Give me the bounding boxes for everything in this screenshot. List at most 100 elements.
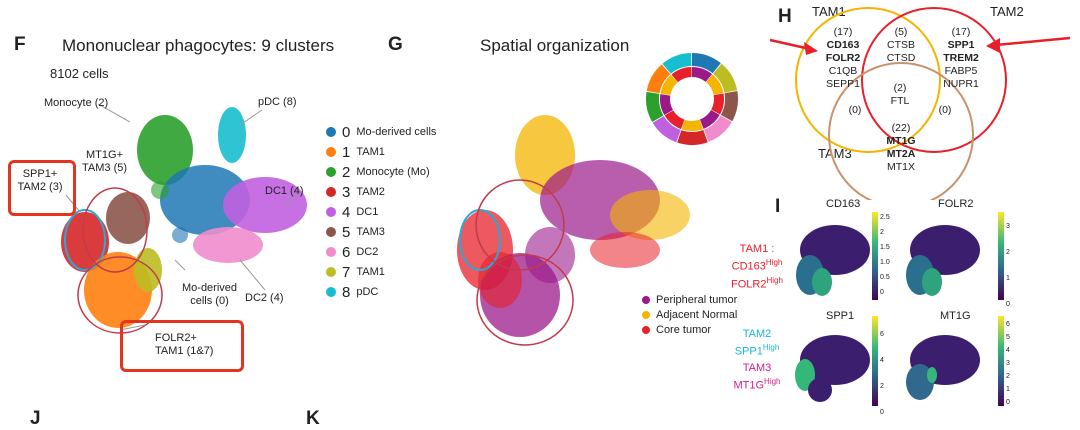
cluster-4-dc1 bbox=[223, 177, 307, 233]
scale-spp1: 6 4 2 0 bbox=[880, 322, 884, 426]
scale-tick: 4 bbox=[880, 357, 884, 364]
tam2-gene1: SPP1 bbox=[734, 345, 763, 358]
venn-gene: MT1G bbox=[886, 135, 916, 147]
scale-tick: 3 bbox=[1006, 223, 1010, 230]
scale-mt1g: 6 5 4 3 2 1 0 bbox=[1006, 318, 1010, 409]
venn-gene: SEPP1 bbox=[826, 78, 860, 90]
legend-item: 5 TAM3 bbox=[326, 223, 385, 241]
venn-tam2-only: (17) SPP1 TREM2 FABP5 NUPR1 bbox=[936, 26, 986, 91]
venn-circle-tam2 bbox=[861, 7, 1007, 153]
donut-segment bbox=[662, 53, 692, 74]
venn-gene: FABP5 bbox=[944, 65, 978, 77]
scale-tick: 1.5 bbox=[880, 244, 890, 251]
legend-dot bbox=[326, 227, 336, 237]
venn-gene: TREM2 bbox=[943, 52, 979, 64]
legend-item: 4 DC1 bbox=[326, 203, 378, 221]
venn-count: (17) bbox=[951, 26, 971, 38]
scale-tick: 5 bbox=[1006, 334, 1010, 341]
legend-label: TAM2 bbox=[356, 186, 385, 198]
venn-count: (22) bbox=[891, 122, 911, 134]
donut-segment bbox=[711, 93, 724, 115]
venn-gene: MT2A bbox=[886, 148, 916, 160]
feature-plot-mt1g bbox=[906, 316, 1004, 406]
legend-num: 7 bbox=[342, 263, 351, 281]
donut-segment bbox=[706, 74, 724, 95]
legend-item: Core tumor bbox=[642, 322, 711, 338]
venn-tam1-only: (17) CD163 FOLR2 C1QB SEPP1 bbox=[818, 26, 868, 91]
colorbar-mt1g bbox=[998, 316, 1004, 406]
legend-dot bbox=[326, 167, 336, 177]
donut-segment bbox=[692, 53, 721, 74]
legend-label: DC2 bbox=[356, 246, 379, 258]
colorbar-spp1 bbox=[872, 316, 878, 406]
panel-f-letter: F bbox=[14, 34, 26, 55]
folr2-highlight-box bbox=[120, 320, 244, 372]
legend-num: 2 bbox=[342, 163, 351, 181]
annot-dc1: DC1 (4) bbox=[265, 185, 304, 197]
legend-num: 1 bbox=[342, 143, 351, 161]
legend-label: Monocyte (Mo) bbox=[356, 166, 430, 178]
annot-monocyte: Monocyte (2) bbox=[44, 97, 109, 109]
legend-label: Adjacent Normal bbox=[656, 309, 738, 321]
feature-title-cd163: CD163 bbox=[826, 198, 861, 210]
panel-g-umap bbox=[457, 115, 690, 346]
scale-tick: 2 bbox=[880, 383, 884, 390]
arrow-left bbox=[769, 38, 811, 51]
scale-tick: 6 bbox=[1006, 321, 1010, 328]
high-sup: High bbox=[765, 258, 783, 267]
cluster-2-monocyte bbox=[137, 115, 193, 185]
legend-label: TAM1 bbox=[356, 146, 385, 158]
annot-mt1g-line1: MT1G+ bbox=[86, 149, 123, 161]
venn-gene: CTSB bbox=[886, 39, 915, 51]
panel-g-legend: Peripheral tumor Adjacent Normal Core tu… bbox=[642, 292, 782, 352]
legend-num: 0 bbox=[342, 123, 351, 141]
scale-tick: 2 bbox=[1006, 249, 1010, 256]
annot-spp1-line2: TAM2 (3) bbox=[17, 181, 63, 193]
spatial-donut-chart bbox=[646, 53, 738, 145]
venn-label-tam2: TAM2 bbox=[990, 4, 1024, 19]
legend-dot bbox=[642, 326, 650, 334]
venn-gene: C1QB bbox=[828, 65, 858, 77]
donut-segment bbox=[671, 67, 692, 83]
panel-g-letter: G bbox=[388, 34, 403, 55]
annot-folr2: FOLR2+ TAM1 (1&7) bbox=[155, 332, 213, 358]
legend-label: Core tumor bbox=[656, 324, 712, 336]
legend-item: 3 TAM2 bbox=[326, 184, 385, 201]
scale-cd163: 2.5 2 1.5 1.0 0.5 0 bbox=[880, 210, 890, 300]
legend-dot bbox=[326, 187, 336, 197]
donut-segment bbox=[692, 67, 713, 82]
annot-spp1-line1: SPP1+ bbox=[22, 168, 58, 180]
legend-label: pDC bbox=[356, 286, 379, 298]
scale-tick: 2 bbox=[880, 229, 884, 236]
annot-mo-line1: Mo-derived bbox=[182, 282, 238, 294]
tam3-outline bbox=[82, 187, 148, 273]
legend-num: 5 bbox=[342, 223, 351, 241]
legend-item: 1 TAM1 bbox=[326, 143, 385, 161]
tam3-high-label: TAM3 MT1GHigh bbox=[728, 362, 786, 393]
scale-folr2: 3 2 1 0 bbox=[1006, 214, 1010, 318]
venn-gene: CD163 bbox=[826, 39, 860, 51]
scale-tick: 2.5 bbox=[880, 214, 890, 221]
tam1-high-label: TAM1 : CD163High FOLR2High bbox=[728, 243, 786, 291]
legend-num: 4 bbox=[342, 203, 351, 221]
feature-plot-spp1 bbox=[795, 316, 878, 406]
legend-label: Peripheral tumor bbox=[656, 294, 738, 306]
annot-spp1: SPP1+ TAM2 (3) bbox=[14, 168, 66, 194]
donut-outer-ring bbox=[646, 53, 738, 145]
tam1-name: TAM1 bbox=[739, 243, 769, 255]
venn-gene: CTSD bbox=[886, 52, 916, 64]
donut-segment bbox=[720, 91, 738, 122]
scale-tick: 6 bbox=[880, 331, 884, 338]
colorbar-folr2 bbox=[998, 212, 1004, 300]
legend-dot bbox=[642, 311, 650, 319]
scale-tick: 1 bbox=[1006, 386, 1010, 393]
annot-folr2-line2: TAM1 (1&7) bbox=[155, 345, 214, 357]
legend-num: 6 bbox=[342, 243, 351, 261]
venn-diagram bbox=[769, 7, 1071, 200]
annot-mt1g: MT1G+ TAM3 (5) bbox=[82, 149, 127, 175]
legend-item: Peripheral tumor bbox=[642, 292, 737, 308]
annot-mo-derived: Mo-derived cells (0) bbox=[182, 282, 237, 308]
feature-plot-folr2 bbox=[906, 212, 1004, 300]
g-tam3-outline bbox=[475, 179, 565, 271]
arrow-right-head bbox=[986, 38, 1000, 53]
